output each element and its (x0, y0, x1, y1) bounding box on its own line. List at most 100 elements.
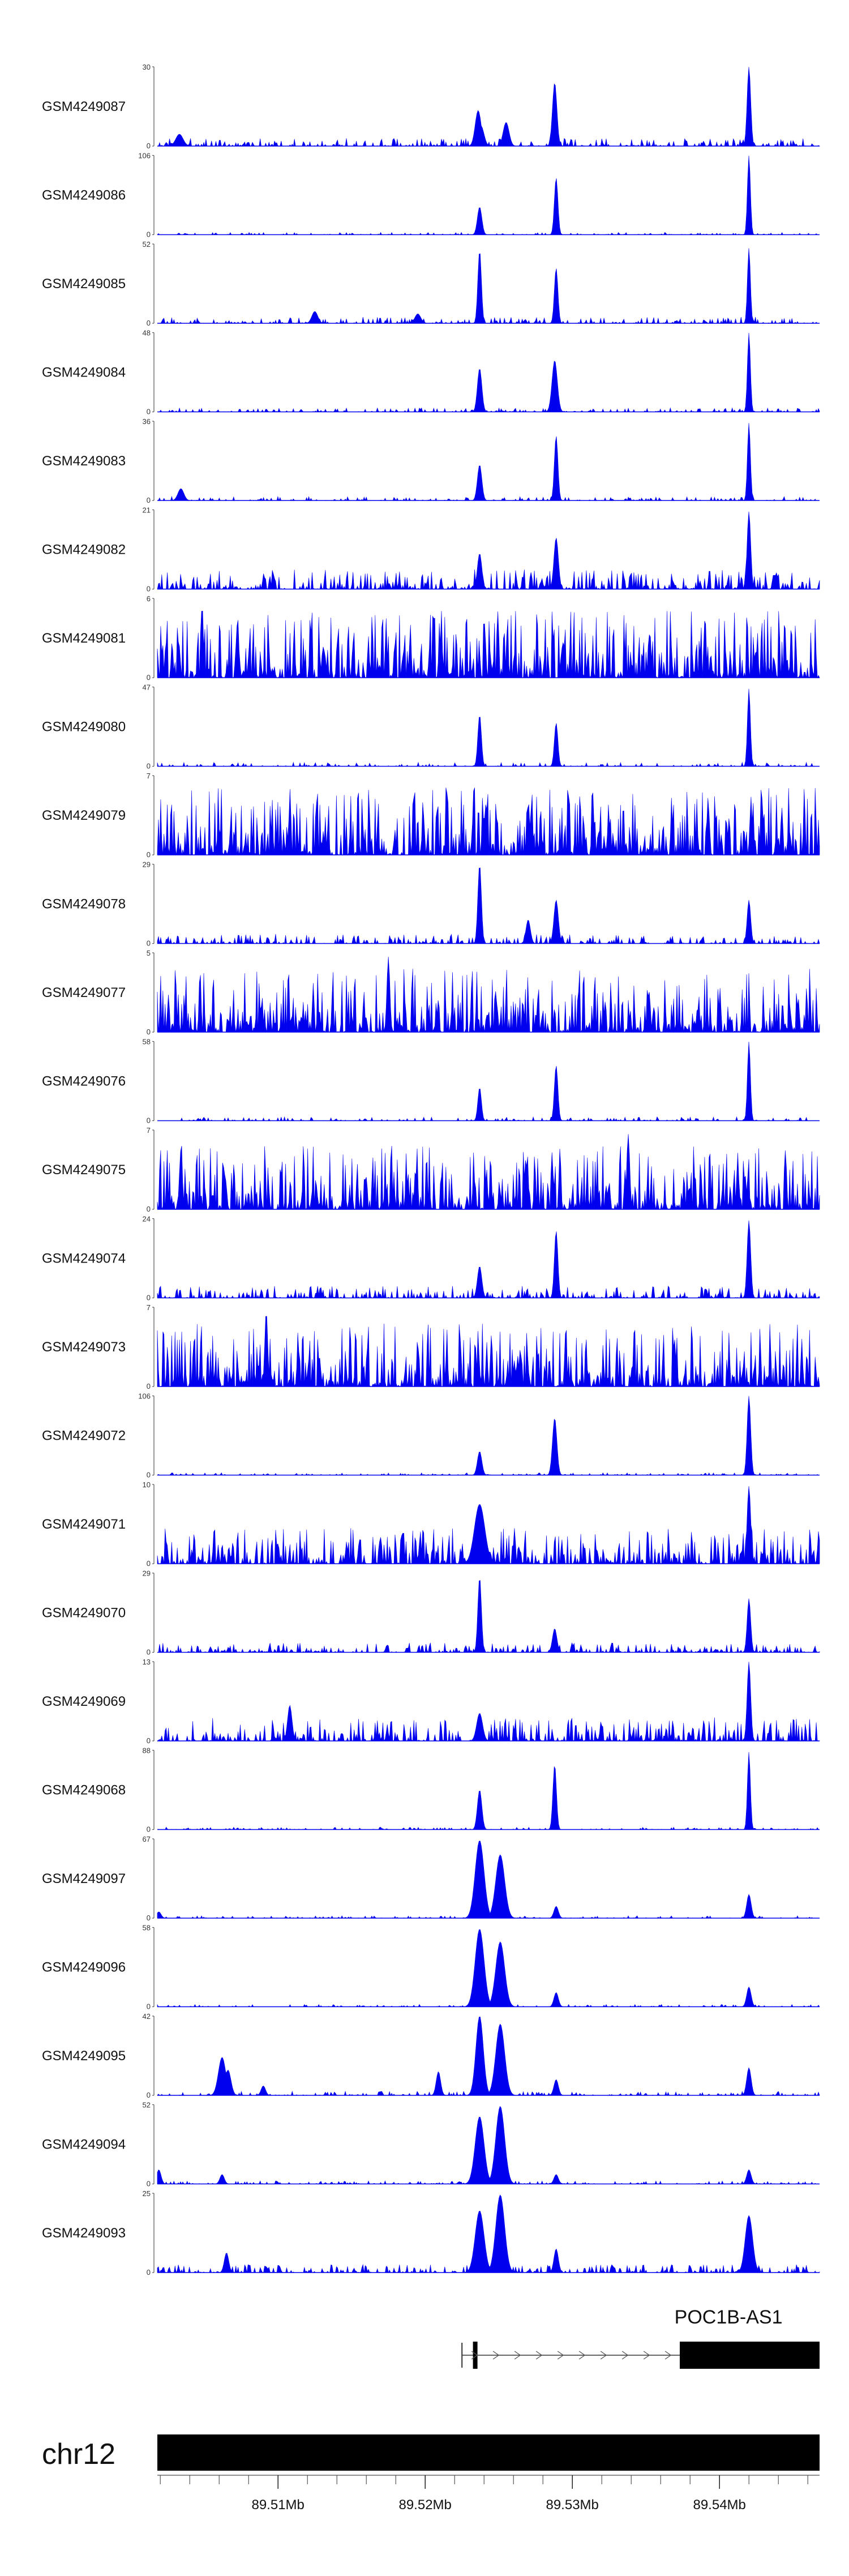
strand-arrow (578, 2351, 586, 2360)
y-max-label: 10 (143, 1480, 151, 1489)
chromosome-bar (157, 2434, 820, 2471)
y-min-label: 0 (147, 408, 151, 416)
y-max-label: 21 (143, 506, 151, 515)
coverage-area (157, 688, 820, 767)
y-max-label: 29 (143, 861, 151, 869)
y-min-label: 0 (147, 319, 151, 327)
coverage-area (157, 1841, 820, 1919)
track-GSM4249085: GSM4249085 52 0 (42, 240, 820, 327)
strand-arrow (514, 2351, 521, 2360)
y-max-label: 36 (143, 417, 151, 426)
track-GSM4249094: GSM4249094 52 0 (42, 2101, 820, 2188)
strand-arrow (471, 2351, 478, 2360)
track-GSM4249074: GSM4249074 24 0 (42, 1215, 820, 1302)
coverage-area (157, 248, 820, 324)
track-GSM4249079: GSM4249079 7 0 (42, 772, 820, 859)
y-max-label: 67 (143, 1835, 151, 1843)
y-max-label: 29 (143, 1569, 151, 1578)
coverage-area (157, 332, 820, 413)
strand-arrow (600, 2351, 607, 2360)
track-label: GSM4249072 (42, 1428, 126, 1444)
y-min-label: 0 (147, 1648, 151, 1657)
gene-name-label: POC1B-AS1 (675, 2307, 783, 2328)
y-max-label: 7 (147, 772, 151, 780)
x-tick-label: 89.52Mb (398, 2497, 451, 2513)
y-max-label: 48 (143, 329, 151, 337)
coverage-area (157, 1396, 820, 1476)
track-GSM4249076: GSM4249076 58 0 (42, 1038, 820, 1125)
strand-arrow (535, 2351, 543, 2360)
y-max-label: 7 (147, 1303, 151, 1312)
track-GSM4249087: GSM4249087 30 0 (42, 63, 821, 150)
track-label: GSM4249070 (42, 1606, 126, 1621)
y-max-label: 58 (143, 1038, 151, 1046)
track-label: GSM4249074 (42, 1251, 126, 1266)
y-min-label: 0 (147, 142, 151, 150)
y-max-label: 58 (143, 1924, 151, 1932)
x-tick-label: 89.54Mb (693, 2497, 745, 2513)
coverage-area (157, 423, 820, 501)
y-min-label: 0 (147, 585, 151, 593)
track-label: GSM4249081 (42, 631, 126, 646)
track-label: GSM4249096 (42, 1960, 126, 1975)
x-tick-label: 89.51Mb (251, 2497, 304, 2513)
y-min-label: 0 (147, 2002, 151, 2011)
track-label: GSM4249078 (42, 897, 126, 912)
track-GSM4249081: GSM4249081 6 0 (42, 594, 820, 682)
y-min-label: 0 (147, 2180, 151, 2188)
track-label: GSM4249084 (42, 365, 126, 380)
y-max-label: 88 (143, 1747, 151, 1755)
coverage-area (157, 1929, 820, 2008)
coverage-area (157, 956, 820, 1033)
track-GSM4249072: GSM4249072 106 0 (42, 1392, 820, 1479)
coverage-area (157, 1580, 820, 1653)
y-max-label: 25 (143, 2189, 151, 2198)
track-label: GSM4249085 (42, 276, 126, 292)
coverage-area (157, 867, 820, 944)
track-GSM4249097: GSM4249097 67 0 (42, 1835, 820, 1922)
track-label: GSM4249087 (42, 99, 126, 114)
y-min-label: 0 (147, 1559, 151, 1568)
y-min-label: 0 (147, 762, 151, 771)
track-label: GSM4249073 (42, 1340, 126, 1355)
y-min-label: 0 (147, 230, 151, 239)
track-label: GSM4249071 (42, 1517, 126, 1532)
track-GSM4249077: GSM4249077 5 0 (42, 949, 820, 1036)
track-GSM4249078: GSM4249078 29 0 (42, 861, 820, 948)
y-min-label: 0 (147, 1382, 151, 1390)
track-label: GSM4249069 (42, 1694, 126, 1709)
track-label: GSM4249095 (42, 2048, 126, 2064)
gene-exon (473, 2342, 478, 2369)
coverage-area (157, 2017, 820, 2096)
coverage-tracks: GSM4249087300GSM42490861060GSM4249085520… (42, 63, 821, 2277)
track-GSM4249082: GSM4249082 21 0 (42, 506, 820, 593)
y-max-label: 13 (143, 1658, 151, 1666)
coverage-area (157, 1316, 820, 1388)
y-min-label: 0 (147, 496, 151, 504)
y-min-label: 0 (147, 1825, 151, 1834)
coverage-area (157, 511, 820, 590)
y-min-label: 0 (147, 850, 151, 859)
coverage-area (157, 1220, 820, 1299)
y-min-label: 0 (147, 1914, 151, 1922)
strand-arrow (621, 2351, 629, 2360)
y-min-label: 0 (147, 2091, 151, 2099)
track-label: GSM4249068 (42, 1783, 126, 1798)
chromosome-axis: chr12 89.51Mb 89.52Mb 89.53Mb 89.54Mb (42, 2434, 820, 2513)
coverage-area (157, 610, 820, 679)
y-max-label: 5 (147, 949, 151, 957)
track-GSM4249075: GSM4249075 7 0 (42, 1126, 820, 1213)
track-label: GSM4249082 (42, 542, 126, 558)
coverage-area (157, 788, 820, 856)
track-GSM4249086: GSM4249086 106 0 (42, 152, 820, 239)
strand-arrow (557, 2351, 564, 2360)
y-max-label: 47 (143, 683, 151, 692)
gene-track: POC1B-AS1 (461, 2307, 820, 2369)
y-min-label: 0 (147, 1736, 151, 1745)
track-GSM4249071: GSM4249071 10 0 (42, 1480, 820, 1568)
x-tick-label: 89.53Mb (546, 2497, 598, 2513)
y-min-label: 0 (147, 1116, 151, 1125)
track-label: GSM4249094 (42, 2137, 126, 2153)
coverage-area (157, 155, 820, 236)
track-GSM4249073: GSM4249073 7 0 (42, 1303, 820, 1390)
